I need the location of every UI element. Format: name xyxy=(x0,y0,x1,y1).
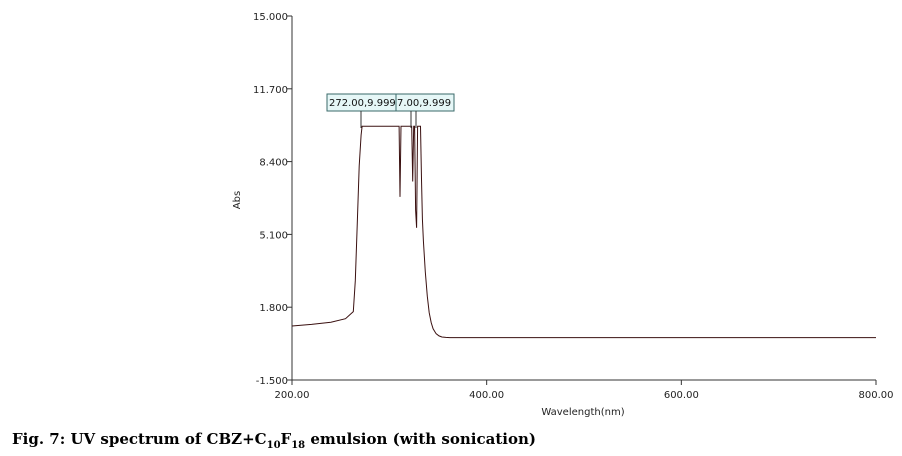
axes xyxy=(291,16,876,381)
x-tick-label: 800.00 xyxy=(859,390,894,401)
peak-label-1: 272.00,9.999 xyxy=(329,98,396,109)
y-axis-label: Abs xyxy=(232,191,243,209)
caption-mid: F xyxy=(280,430,292,448)
figure-caption: Fig. 7: UV spectrum of CBZ+C10F18 emulsi… xyxy=(12,430,536,451)
caption-sub-2: 18 xyxy=(291,440,306,451)
caption-pre: Fig. 7: UV spectrum of CBZ+C xyxy=(12,430,267,448)
x-tick-label: 600.00 xyxy=(664,390,699,401)
caption-post: emulsion (with sonication) xyxy=(305,430,536,448)
peak-label-2: 7.00,9.999 xyxy=(397,98,451,109)
y-tick-label: 15.000 xyxy=(253,12,288,23)
peak-label-box-2 xyxy=(395,93,455,112)
y-tick-label: 5.100 xyxy=(259,230,288,241)
uv-spectrum-chart: 15.000 11.700 8.400 5.100 1.800 -1.500 200.00… xyxy=(232,12,894,418)
x-axis-label: Wavelength(nm) xyxy=(541,407,624,418)
y-ticks: 15.000 11.700 8.400 5.100 1.800 -1.500 xyxy=(253,12,292,387)
y-tick-label: 8.400 xyxy=(259,158,288,169)
peak-annotations: 272.00,9.999 7.00,9.999 xyxy=(326,93,455,128)
y-tick-label: 11.700 xyxy=(253,85,288,96)
caption-sub-1: 10 xyxy=(266,440,281,451)
x-tick-label: 400.00 xyxy=(469,390,504,401)
y-tick-label: 1.800 xyxy=(259,303,288,314)
y-tick-label: -1.500 xyxy=(256,376,288,387)
x-tick-label: 200.00 xyxy=(275,390,310,401)
absorbance-line xyxy=(291,125,876,339)
x-ticks: 200.00 400.00 600.00 800.00 xyxy=(275,380,894,401)
